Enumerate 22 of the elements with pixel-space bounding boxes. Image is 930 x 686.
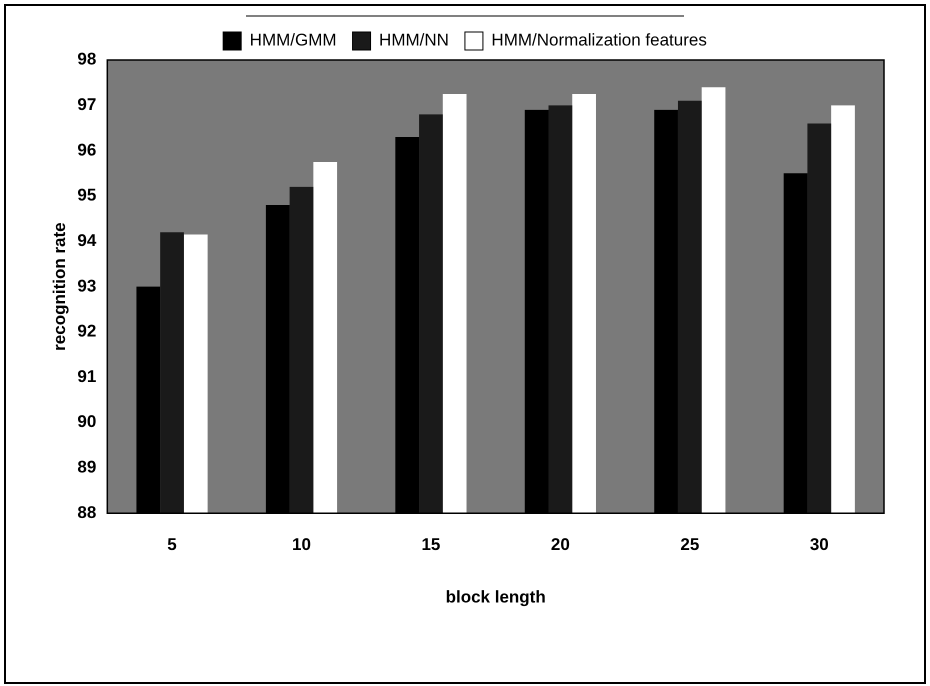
y-tick-label: 97 (77, 95, 96, 114)
y-tick-label: 88 (77, 502, 96, 522)
x-tick-label: 20 (550, 535, 570, 554)
legend-label: HMM/NN (379, 30, 449, 50)
x-tick-label: 30 (810, 535, 829, 554)
x-tick-label: 10 (292, 535, 311, 554)
x-tick-label: 15 (421, 535, 440, 554)
x-tick-label: 25 (680, 535, 700, 554)
legend-label: HMM/GMM (250, 30, 337, 50)
y-tick-label: 94 (77, 230, 97, 250)
x-tick-label: 5 (167, 535, 177, 554)
y-tick-label: 93 (77, 276, 96, 296)
x-axis-title: block length (446, 587, 546, 606)
y-tick-label: 98 (77, 50, 96, 69)
y-tick-label: 91 (77, 366, 96, 386)
y-tick-label: 90 (77, 412, 96, 432)
legend-label: HMM/Normalization features (491, 30, 707, 50)
y-tick-label: 95 (77, 186, 96, 205)
y-tick-label: 92 (77, 322, 96, 341)
y-tick-label: 89 (77, 458, 96, 477)
y-axis-title: recognition rate (50, 222, 69, 351)
y-tick-label: 96 (77, 140, 96, 160)
